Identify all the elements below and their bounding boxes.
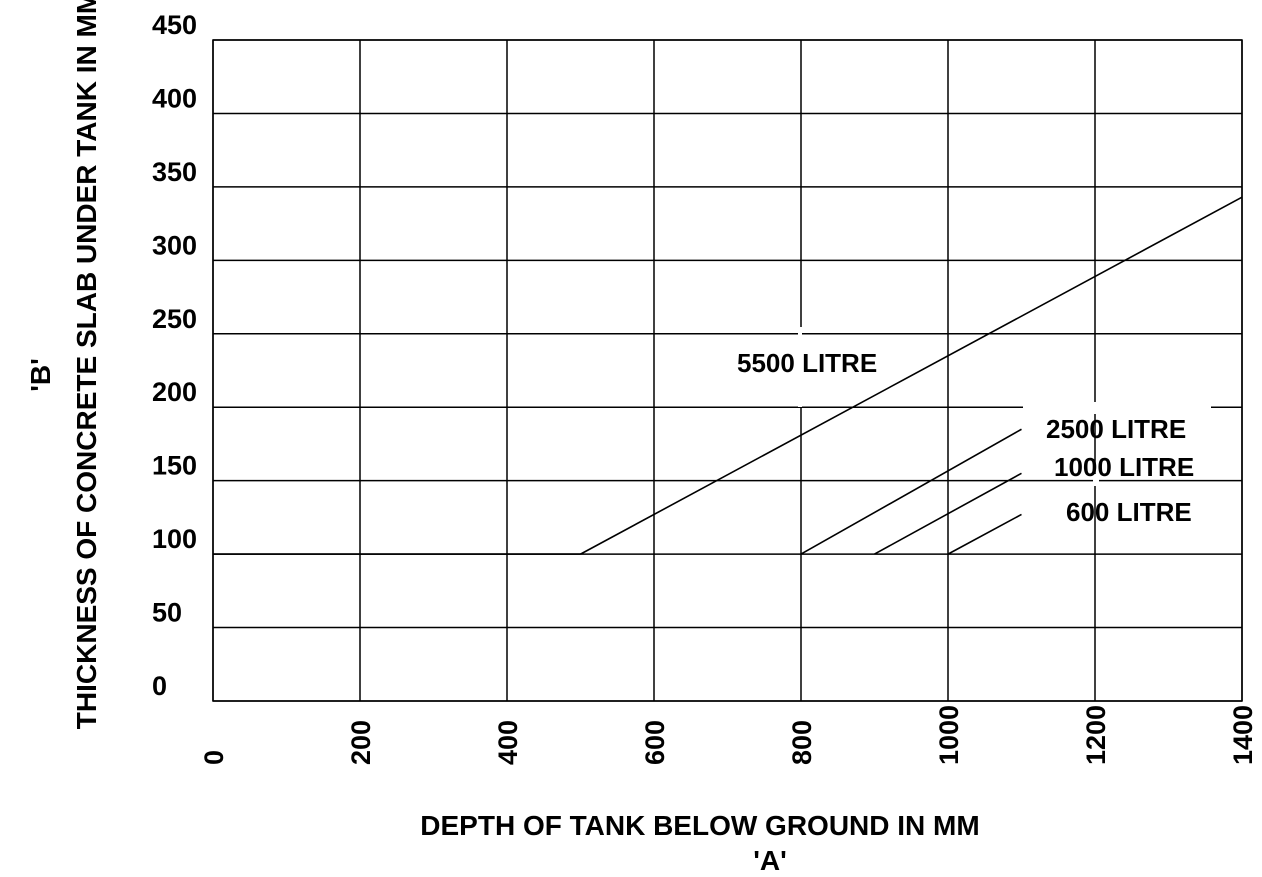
- series-line-2: [800, 428, 1022, 555]
- series-label-2: 2500 LITRE: [1046, 414, 1186, 444]
- y-axis-symbol: 'B': [25, 358, 56, 392]
- label-gap-200: [1023, 402, 1211, 414]
- series-line-4: [947, 513, 1022, 555]
- series-label-1: 5500 LITRE: [737, 348, 877, 378]
- y-tick-label-200: 200: [152, 377, 197, 407]
- x-axis-symbol: 'A': [753, 845, 787, 876]
- y-tick-label-50: 50: [152, 598, 182, 628]
- y-tick-label-150: 150: [152, 451, 197, 481]
- series-line-1: [580, 196, 1243, 555]
- series-lines: [213, 196, 1243, 555]
- series-labels: 5500 LITRE 2500 LITRE 1000 LITRE 600 LITRE: [737, 327, 1211, 527]
- x-tick-label-1400: 1400: [1228, 705, 1258, 765]
- label-gap-150: [1093, 474, 1099, 486]
- x-tick-label-1000: 1000: [934, 705, 964, 765]
- series-label-3: 1000 LITRE: [1054, 452, 1194, 482]
- label-gap-800-upper: [798, 327, 802, 407]
- y-axis-title: THICKNESS OF CONCRETE SLAB UNDER TANK IN…: [71, 0, 102, 729]
- tick-labels: 0 50 100 150 200 250 300 350 400 450 0 200 400 600 800…: [152, 10, 1258, 765]
- plot-area: [213, 40, 1242, 701]
- series-line-3: [874, 472, 1022, 555]
- plot-border: [212, 39, 1243, 702]
- y-tick-label-100: 100: [152, 524, 197, 554]
- grid: [212, 39, 1243, 702]
- x-axis-title: DEPTH OF TANK BELOW GROUND IN MM: [420, 810, 979, 841]
- x-tick-label-600: 600: [640, 720, 670, 765]
- y-tick-label-350: 350: [152, 157, 197, 187]
- x-tick-label-400: 400: [493, 720, 523, 765]
- x-tick-label-200: 200: [346, 720, 376, 765]
- x-tick-label-1200: 1200: [1081, 705, 1111, 765]
- y-tick-label-450: 450: [152, 10, 197, 40]
- y-tick-label-300: 300: [152, 230, 197, 260]
- y-tick-label-400: 400: [152, 83, 197, 113]
- y-tick-label-0: 0: [152, 671, 167, 701]
- series-label-4: 600 LITRE: [1066, 497, 1192, 527]
- x-tick-label-800: 800: [787, 720, 817, 765]
- y-tick-label-250: 250: [152, 304, 197, 334]
- x-tick-label-0: 0: [199, 750, 229, 765]
